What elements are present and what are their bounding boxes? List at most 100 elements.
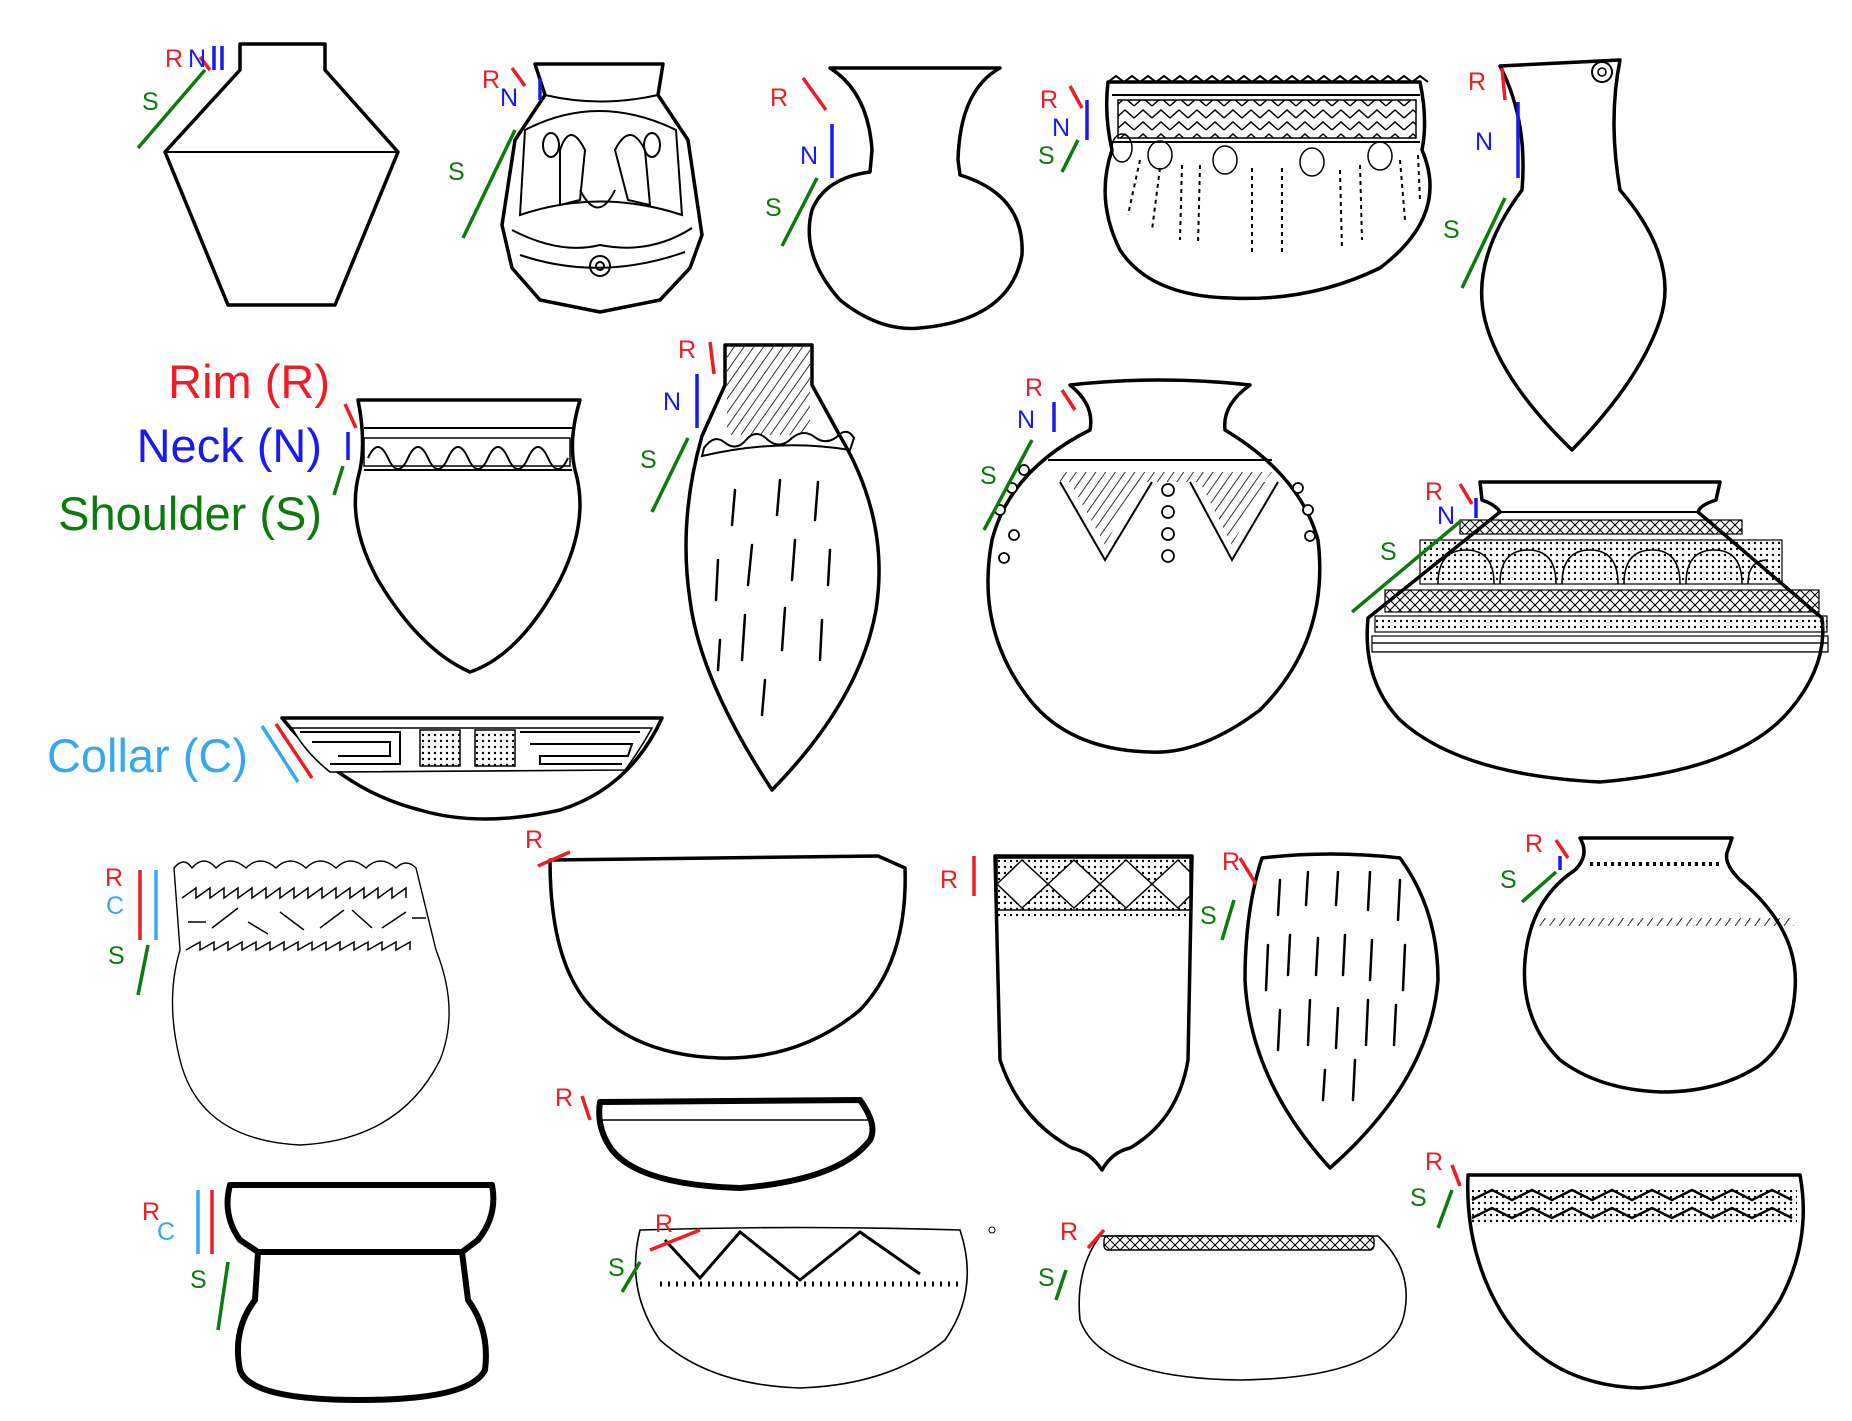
vessel-12: R [525,826,907,1060]
rim-marker-line [1458,483,1474,505]
mark-r: R [1525,830,1543,858]
rim-marker-line [580,1095,592,1121]
mark-s: S [1380,538,1397,566]
vessel-20: R S [1410,1148,1805,1390]
mark-s: S [448,158,465,186]
shoulder-marker-line [982,439,1034,531]
mark-r: R [1425,478,1443,506]
mark-s: S [1410,1184,1427,1212]
shoulder-marker-line [1436,1189,1454,1229]
vessel-11: R C S [105,860,450,1146]
legend-shoulder: Shoulder (S) [58,487,322,540]
mark-n: N [1475,128,1493,156]
shoulder-marker-line [461,129,517,239]
mark-s: S [1500,866,1517,894]
vessel-4: R N S [1038,74,1432,301]
vessel-2: R N S [448,62,704,314]
mark-r: R [105,864,123,892]
vessel-17: R [555,1084,876,1191]
mark-n: N [1017,406,1035,434]
rim-marker-line [343,403,358,429]
vessel-13: R [940,854,1194,1172]
mark-s: S [1038,1264,1055,1292]
legend-collar: Collar (C) [47,729,248,782]
mark-r: R [525,826,543,854]
vessel-5: R N S [1443,58,1667,452]
rim-marker-line [708,341,716,375]
mark-r: R [165,45,183,73]
rim-marker-line [801,76,828,112]
mark-s: S [980,462,997,490]
vessel-16: R C S [142,1182,497,1403]
mark-s: S [640,446,657,474]
shoulder-marker-line [620,1261,642,1293]
vessel-10 [260,716,664,821]
legend-rim: Rim (R) [168,355,330,408]
mark-r: R [1025,374,1043,402]
mark-s: S [608,1254,625,1282]
rim-marker-line [1068,85,1084,109]
mark-s: S [142,88,159,116]
rim-marker-line [537,850,571,868]
mark-r: R [1060,1218,1078,1246]
shoulder-marker-line [1520,870,1558,904]
legend: Rim (R) Neck (N) Shoulder (S) Collar (C) [47,355,330,782]
mark-s: S [1200,902,1217,930]
mark-n: N [500,84,518,112]
vessel-6 [332,398,582,674]
mark-r: R [770,84,788,112]
shoulder-marker-line [1060,139,1080,173]
shoulder-marker-line [1460,197,1507,289]
mark-r: R [655,1210,673,1238]
vessel-9: R N S [1350,478,1829,784]
rim-marker-line [1554,839,1570,859]
mark-n: N [800,142,818,170]
mark-r: R [1425,1148,1443,1176]
rim-marker-line [510,66,527,88]
rim-marker-line [274,723,314,779]
rim-marker-line [198,55,212,72]
shoulder-marker-line [216,1261,230,1331]
mark-s: S [1443,216,1460,244]
mark-c: C [106,892,124,920]
vessel-7: R N S [640,336,881,792]
rim-marker-line [1060,389,1077,411]
rim-marker-line [1500,67,1507,101]
mark-r: R [1468,68,1486,96]
shoulder-marker-line [136,944,150,996]
mark-n: N [1437,502,1455,530]
mark-r: R [482,66,500,94]
vessel-19: R S [1038,1218,1407,1381]
mark-r: R [142,1198,160,1226]
mark-s: S [108,942,125,970]
vessel-8: R N S [980,374,1322,754]
mark-c: C [157,1218,175,1246]
rim-marker-line [1450,1164,1462,1187]
vessel-18: R S [608,1210,996,1389]
rim-marker-line [649,1228,701,1252]
legend-neck: Neck (N) [137,419,322,472]
vessel-14: R S [1200,848,1440,1170]
mark-s: S [1038,142,1055,170]
shoulder-marker-line [650,437,690,513]
shoulder-marker-line [1054,1269,1068,1301]
shoulder-marker-line [780,177,819,247]
mark-r: R [678,336,696,364]
shoulder-marker-line [1350,518,1464,614]
mark-s: S [190,1266,207,1294]
shoulder-marker-line [1220,899,1236,941]
collar-marker-line [260,725,300,783]
mark-s: S [765,194,782,222]
mark-n: N [1052,114,1070,142]
mark-r: R [555,1084,573,1112]
rim-marker-line [1238,857,1258,885]
mark-r: R [1040,86,1058,114]
shoulder-marker-line [136,68,207,150]
mark-n: N [663,388,681,416]
mark-r: R [1222,848,1240,876]
vessel-15: R S [1500,830,1798,1094]
vessel-3: R N S [765,66,1024,331]
shoulder-marker-line [332,465,345,496]
vessel-1: R N S [136,42,400,307]
